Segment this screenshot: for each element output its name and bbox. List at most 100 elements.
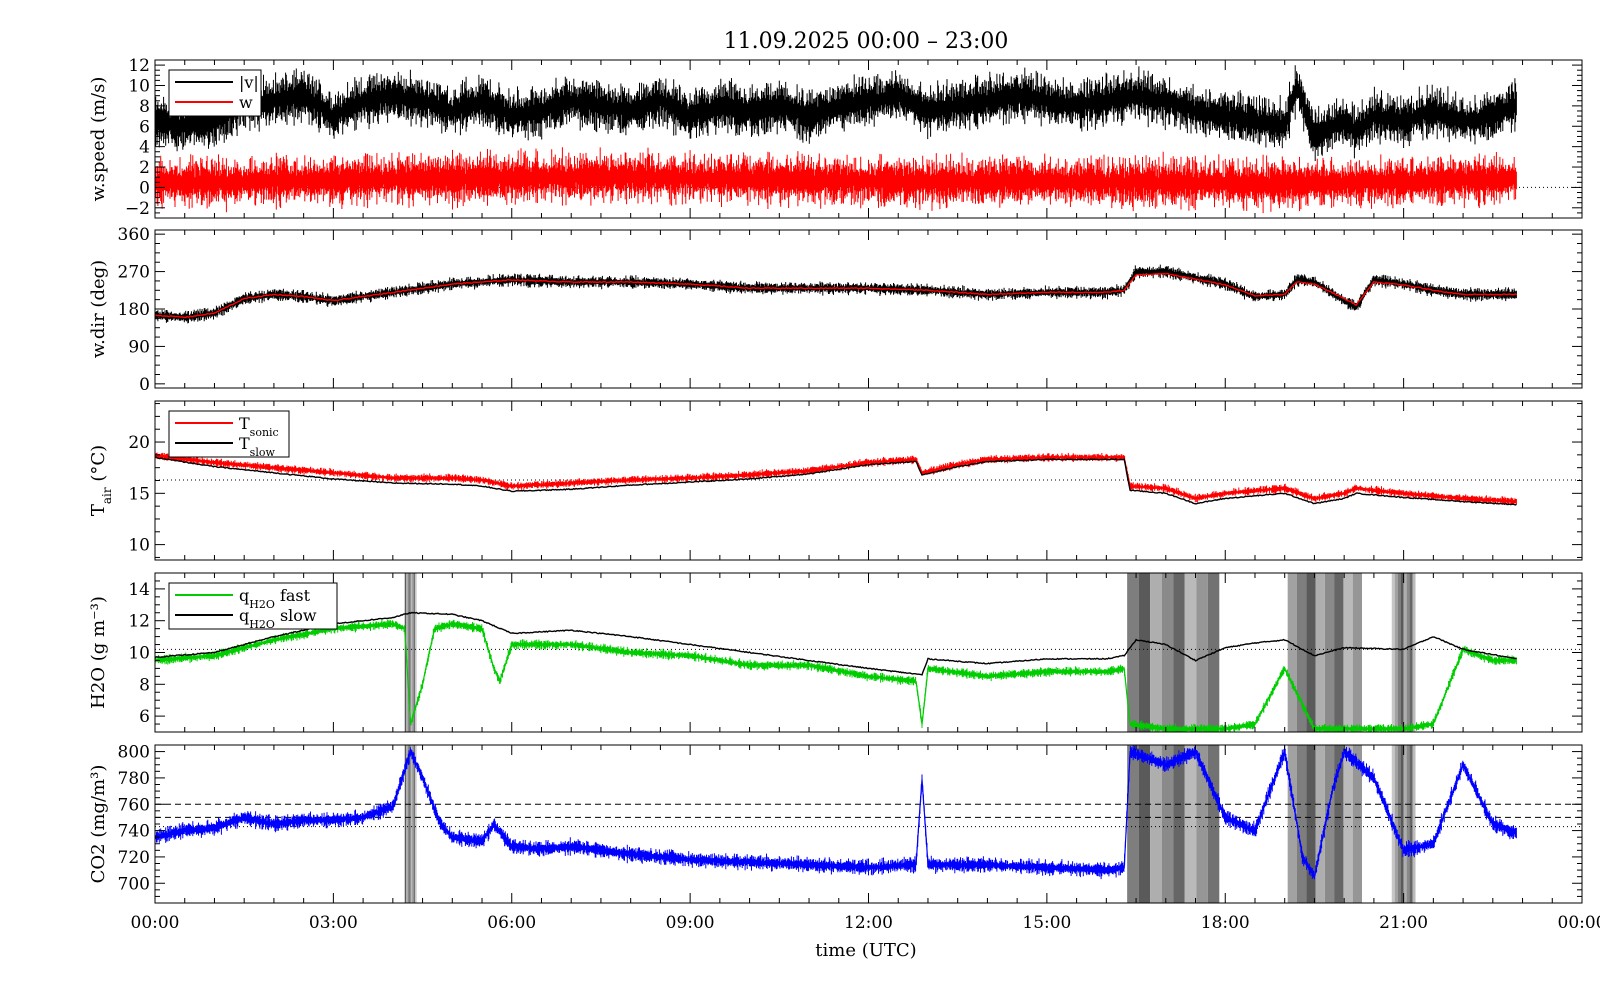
legend-label: w	[239, 93, 253, 112]
series-group	[155, 265, 1517, 324]
shaded-interval-band	[1288, 573, 1297, 732]
shaded-interval-band	[1139, 745, 1151, 903]
y-tick-label: 780	[118, 769, 150, 789]
shaded-interval-band	[411, 573, 412, 732]
shaded-interval-band	[412, 745, 413, 903]
shaded-interval-band	[1398, 745, 1401, 903]
y-tick-label: 10	[128, 536, 150, 556]
y-axis-label-group: Tair (°C)	[88, 445, 114, 516]
x-tick-label: 00:00	[1558, 913, 1600, 933]
y-tick-label: 8	[139, 675, 150, 695]
panel-frame	[155, 230, 1582, 388]
x-tick-label: 00:00	[131, 913, 180, 933]
shaded-interval-band	[1353, 573, 1362, 732]
y-axis-label: H2O (g m⁻³)	[88, 596, 109, 709]
y-axis-label-group: H2O (g m⁻³)	[88, 596, 109, 709]
shaded-interval-band	[1173, 745, 1185, 903]
chart-title: 11.09.2025 00:00 – 23:00	[724, 29, 1009, 54]
series-band--v-	[155, 65, 1516, 161]
x-tick-label: 03:00	[309, 913, 358, 933]
y-tick-label: 12	[128, 612, 150, 632]
shaded-interval-band	[1404, 745, 1407, 903]
shaded-interval-band	[408, 745, 409, 903]
shaded-interval-band	[1407, 745, 1410, 903]
y-tick-label: 700	[118, 874, 150, 894]
shaded-interval-band	[1334, 573, 1343, 732]
shaded-interval-band	[1162, 573, 1174, 732]
legend: |v|w	[169, 70, 261, 116]
y-tick-label: 6	[139, 117, 150, 137]
x-tick-label: 06:00	[487, 913, 536, 933]
shaded-interval-band	[1139, 573, 1151, 732]
y-tick-label: 800	[118, 743, 150, 763]
shaded-interval-band	[1316, 573, 1325, 732]
y-axis-label-group: w.speed (m/s)	[88, 77, 109, 202]
y-tick-label: 4	[139, 138, 150, 158]
shaded-interval-band	[1401, 573, 1404, 732]
y-tick-label: 20	[128, 433, 150, 453]
shaded-interval-band	[414, 745, 415, 903]
panel-frame	[155, 573, 1582, 732]
y-axis-label-group: w.dir (deg)	[88, 260, 109, 358]
shaded-interval-band	[1185, 745, 1197, 903]
y-tick-label: 14	[128, 580, 150, 600]
y-tick-label: 12	[128, 56, 150, 76]
series-band-t-sonic	[155, 452, 1516, 505]
shaded-interval-band	[1297, 745, 1306, 903]
y-tick-label: 2	[139, 158, 150, 178]
y-tick-label: 720	[118, 848, 150, 868]
y-tick-label: 10	[128, 76, 150, 96]
shaded-interval-band	[1398, 573, 1401, 732]
x-tick-label: 15:00	[1022, 913, 1071, 933]
shaded-interval-band	[1410, 745, 1413, 903]
series-group	[155, 65, 1516, 213]
y-tick-label: 270	[118, 263, 150, 283]
shaded-interval-band	[1343, 573, 1352, 732]
shaded-interval-band	[412, 573, 413, 732]
series-group	[155, 452, 1517, 505]
legend-label: |v|	[239, 73, 259, 92]
shaded-interval-band	[1395, 745, 1398, 903]
series-band-w	[155, 147, 1516, 213]
shaded-interval-band	[1288, 745, 1297, 903]
panel-co2: 700 720 740 760 780 800 CO2 (mg/m³)	[88, 743, 1582, 903]
shaded-interval-band	[1173, 573, 1185, 732]
y-tick-label: 8	[139, 97, 150, 117]
y-axis-label: Tair (°C)	[88, 445, 114, 516]
shaded-interval-band	[411, 745, 412, 903]
y-axis-label-group: CO2 (mg/m³)	[88, 765, 109, 884]
y-tick-label: 180	[118, 300, 150, 320]
y-tick-label: 0	[139, 178, 150, 198]
y-tick-label: 760	[118, 795, 150, 815]
shaded-interval-band	[1196, 573, 1208, 732]
shaded-interval-band	[1208, 745, 1220, 903]
shaded-interval-band	[1413, 745, 1416, 903]
x-tick-label: 12:00	[844, 913, 893, 933]
y-tick-label: 10	[128, 644, 150, 664]
shaded-interval-band	[1401, 745, 1404, 903]
y-tick-label: 6	[139, 707, 150, 727]
shaded-interval-band	[1410, 573, 1413, 732]
shaded-interval-band	[1150, 745, 1162, 903]
y-tick-label: 740	[118, 822, 150, 842]
x-tick-label: 09:00	[666, 913, 715, 933]
shaded-intervals	[405, 745, 1416, 903]
shaded-interval-band	[1316, 745, 1325, 903]
shaded-interval-band	[1343, 745, 1352, 903]
y-tick-label: 0	[139, 375, 150, 395]
y-tick-label: 15	[128, 484, 150, 504]
y-tick-label: 360	[118, 225, 150, 245]
shaded-interval-band	[408, 573, 409, 732]
shaded-interval-band	[415, 745, 416, 903]
shaded-interval-band	[1395, 573, 1398, 732]
shaded-interval-band	[1404, 573, 1407, 732]
x-tick-label: 18:00	[1201, 913, 1250, 933]
shaded-interval-band	[1150, 573, 1162, 732]
